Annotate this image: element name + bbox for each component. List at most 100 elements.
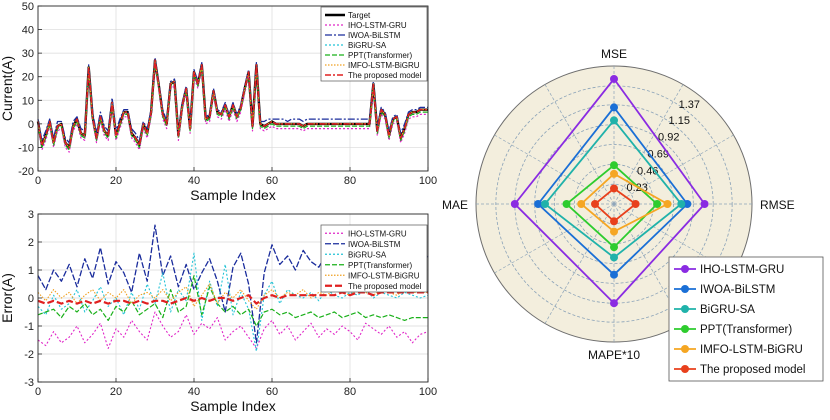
current-series-line-2 <box>37 57 428 144</box>
radar-point-0-2 <box>610 299 618 308</box>
error-xtick-label: 60 <box>266 386 278 398</box>
radar-legend-label-1: IWOA-BiLSTM <box>700 284 775 296</box>
current-legend-label-1: IHO-LSTM-GRU <box>348 21 407 30</box>
radar-ring-3 <box>534 124 694 284</box>
radar-point-5-0 <box>610 184 618 193</box>
current-ytick-label: 20 <box>22 72 34 84</box>
radar-point-4-3 <box>577 200 586 208</box>
radar-point-4-1 <box>663 200 672 208</box>
current-legend-label-0: Target <box>348 11 371 20</box>
radar-point-1-3 <box>534 200 543 208</box>
error-ytick-label: 0 <box>28 293 34 305</box>
current-ytick-label: 10 <box>22 95 34 107</box>
radar-point-0-3 <box>510 200 519 208</box>
current-ytick-label: 30 <box>22 48 34 60</box>
error-series-line-0 <box>37 311 429 349</box>
current-series-line-6 <box>37 59 428 149</box>
radar-axis-label-3: MAE <box>442 198 468 212</box>
radar-ring-5 <box>495 85 733 323</box>
radar-legend-label-5: The proposed model <box>700 364 805 376</box>
current-ytick-label: -10 <box>18 142 34 154</box>
error-legend-label-0: IHO-LSTM-GRU <box>348 229 407 238</box>
error-xtick-label: 40 <box>188 386 200 398</box>
radar-point-3-2 <box>610 243 618 252</box>
radar-point-5-2 <box>610 217 618 226</box>
radar-point-3-0 <box>610 161 618 170</box>
radar-legend-marker-2 <box>681 305 689 313</box>
radar-spoke-11 <box>613 134 734 205</box>
error-series-line-3 <box>37 275 428 327</box>
error-legend-label-1: IWOA-BiLSTM <box>348 240 401 249</box>
radar-legend-marker-4 <box>681 345 689 353</box>
current-axes-frame <box>37 5 429 172</box>
radar-legend-marker-3 <box>681 325 689 333</box>
error-ytick-label: 2 <box>28 237 34 249</box>
current-xtick-label: 60 <box>266 175 278 187</box>
radar-legend-label-2: BiGRU-SA <box>700 304 755 316</box>
current-ytick-label: -20 <box>18 166 34 178</box>
error-ytick-label: -1 <box>24 321 34 333</box>
radar-legend-marker-5 <box>681 365 689 373</box>
error-legend-label-5: The proposed model <box>348 282 422 291</box>
radar-point-3-1 <box>653 200 662 208</box>
error-ytick-label: -3 <box>24 377 34 389</box>
radar-point-4-0 <box>610 169 618 178</box>
current-legend-label-3: BiGRU-SA <box>348 41 387 50</box>
current-legend-label-2: IWOA-BiLSTM <box>348 31 401 40</box>
radar-ring-label-3: 0.92 <box>658 132 679 144</box>
error-ytick-label: 3 <box>28 209 34 221</box>
radar-axis-label-1: RMSE <box>760 198 795 212</box>
radar-legend-box <box>668 256 824 382</box>
error-y-axis-title: Error(A) <box>0 273 15 323</box>
radar-axis-label-2: MAPE*10 <box>588 348 640 362</box>
current-legend-label-5: IMFO-LSTM-BiGRU <box>348 61 420 70</box>
current-xtick-label: 80 <box>344 175 356 187</box>
current-x-axis-title: Sample Index <box>190 187 276 203</box>
current-ytick-label: 40 <box>22 25 34 37</box>
radar-spoke-4 <box>544 203 615 324</box>
radar-point-5-1 <box>631 200 640 208</box>
radar-axis-label-0: MSE <box>601 47 627 61</box>
error-x-axis-title: Sample Index <box>190 398 276 414</box>
error-ytick-label: -2 <box>24 349 34 361</box>
error-series-line-5 <box>37 291 428 305</box>
radar-legend-marker-1 <box>681 285 689 293</box>
current-chart: 0 20 40 60 80 100 -20 -10 0 10 20 30 40 50 Sample Inde… <box>0 1 437 203</box>
error-legend-label-3: PPT(Transformer) <box>348 261 412 270</box>
radar-spoke-10 <box>613 84 684 205</box>
radar-legend-marker-0 <box>681 265 689 273</box>
error-ytick-label: 1 <box>28 265 34 277</box>
radar-point-2-1 <box>677 200 686 208</box>
radar-ring-2 <box>554 144 674 264</box>
radar-point-2-0 <box>610 116 618 125</box>
error-xtick-label: 0 <box>35 386 41 398</box>
current-legend-label-4: PPT(Transformer) <box>348 51 412 60</box>
error-xtick-label: 80 <box>344 386 356 398</box>
current-series-line-1 <box>37 64 428 153</box>
radar-point-3-3 <box>562 200 571 208</box>
error-legend-label-2: BiGRU-SA <box>348 250 387 259</box>
radar-point-0-0 <box>610 74 618 83</box>
radar-legend-label-4: IMFO-LSTM-BiGRU <box>700 344 803 356</box>
radar-chart: 0.230.460.690.921.151.37MSERMSEMAPE*10MA… <box>442 47 824 382</box>
current-ytick-label: 0 <box>28 119 34 131</box>
radar-point-0-1 <box>700 200 709 208</box>
radar-ring-label-5: 1.37 <box>679 99 700 111</box>
current-xtick-label: 20 <box>110 175 122 187</box>
current-legend-label-6: The proposed model <box>348 71 422 80</box>
current-xtick-label: 0 <box>35 175 41 187</box>
radar-point-5-3 <box>591 200 600 208</box>
radar-point-2-2 <box>610 253 618 262</box>
radar-point-2-3 <box>541 200 549 208</box>
error-xtick-label: 100 <box>419 386 437 398</box>
radar-point-1-2 <box>610 270 618 279</box>
current-ytick-label: 50 <box>22 1 34 13</box>
radar-legend-label-3: PPT(Transformer) <box>700 324 792 336</box>
radar-legend-label-0: IHO-LSTM-GRU <box>700 264 784 276</box>
radar-point-1-0 <box>610 103 618 112</box>
current-xtick-label: 40 <box>188 175 200 187</box>
radar-ring-label-4: 1.15 <box>669 115 690 127</box>
current-legend-box <box>320 6 428 82</box>
error-chart: 0 20 40 60 80 100 -3 -2 -1 0 1 2 3 Sample Index Error(… <box>0 209 437 414</box>
